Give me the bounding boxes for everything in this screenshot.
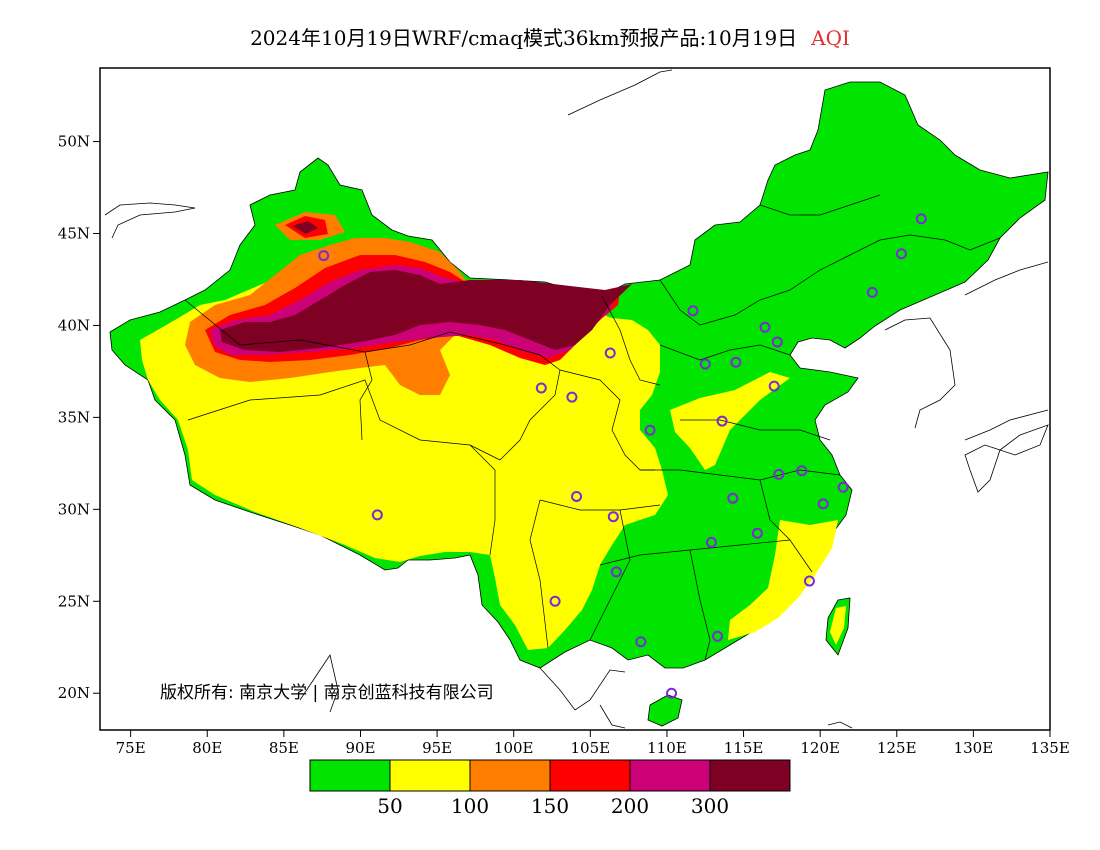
legend-swatch xyxy=(389,759,471,792)
legend-swatch xyxy=(709,759,791,792)
lon-tick-label: 130E xyxy=(954,739,994,757)
station-marker xyxy=(604,347,616,359)
aqi-region-hazardous-north xyxy=(292,221,318,234)
legend-label: 100 xyxy=(451,794,489,818)
station-marker xyxy=(699,358,711,370)
lat-tick-label: 30N xyxy=(58,500,90,518)
station-marker xyxy=(571,490,583,502)
legend-swatch xyxy=(629,759,711,792)
station-marker xyxy=(687,305,699,317)
lat-tick-label: 20N xyxy=(58,684,90,702)
station-marker xyxy=(895,248,907,260)
station-marker xyxy=(371,509,383,521)
lat-tick-label: 25N xyxy=(58,592,90,610)
station-marker xyxy=(666,687,678,699)
lon-tick-label: 120E xyxy=(800,739,840,757)
stations-layer xyxy=(318,213,927,699)
lon-tick-label: 90E xyxy=(345,739,375,757)
station-marker xyxy=(610,566,622,578)
map-layer xyxy=(104,69,1049,729)
title-variable: AQI xyxy=(811,26,850,50)
legend-label: 200 xyxy=(611,794,649,818)
station-marker xyxy=(837,481,849,493)
station-marker xyxy=(866,286,878,298)
station-marker xyxy=(705,536,717,548)
station-marker xyxy=(566,391,578,403)
legend-swatch xyxy=(549,759,631,792)
aqi-region-hazardous xyxy=(220,270,632,352)
station-marker xyxy=(771,336,783,348)
lon-tick-label: 100E xyxy=(494,739,534,757)
legend-swatch xyxy=(309,759,391,792)
station-marker xyxy=(716,415,728,427)
station-marker xyxy=(915,213,927,225)
lat-tick-label: 45N xyxy=(58,225,90,243)
station-marker xyxy=(712,630,723,642)
station-marker xyxy=(318,250,330,262)
lat-tick-label: 40N xyxy=(58,316,90,334)
station-marker xyxy=(768,380,780,392)
legend-label: 50 xyxy=(377,794,402,818)
title-text: 2024年10月19日WRF/cmaq模式36km预报产品:10月19日 xyxy=(250,26,798,50)
aqi-region-moderate-southeast xyxy=(728,520,838,640)
station-marker xyxy=(759,321,771,333)
aqi-region-moderate-east xyxy=(670,372,790,470)
lat-tick-label: 35N xyxy=(58,408,90,426)
station-marker xyxy=(773,468,785,480)
aqi-region-moderate-taiwan xyxy=(830,606,846,645)
lon-tick-label: 75E xyxy=(116,739,146,757)
station-marker xyxy=(644,424,656,436)
lon-tick-label: 115E xyxy=(724,739,764,757)
station-marker xyxy=(817,498,829,510)
legend-swatch xyxy=(469,759,551,792)
station-marker xyxy=(730,356,742,368)
lon-tick-label: 95E xyxy=(422,739,452,757)
lon-tick-label: 125E xyxy=(877,739,917,757)
latitude-axis: 50N 45N 40N 35N 30N 25N 20N xyxy=(58,133,100,702)
lon-tick-label: 110E xyxy=(647,739,687,757)
station-marker xyxy=(727,492,739,504)
copyright-label: 版权所有: 南京大学 | 南京创蓝科技有限公司 xyxy=(160,683,494,703)
lon-tick-label: 105E xyxy=(571,739,611,757)
station-marker xyxy=(549,595,561,607)
lon-tick-label: 80E xyxy=(192,739,222,757)
station-marker xyxy=(635,636,647,648)
legend-label: 150 xyxy=(531,794,569,818)
lat-tick-label: 50N xyxy=(58,133,90,151)
map-title: 2024年10月19日WRF/cmaq模式36km预报产品:10月19日 AQI xyxy=(0,22,1100,51)
lon-tick-label: 135E xyxy=(1030,739,1070,757)
aqi-legend: 50 100 150 200 300 xyxy=(309,759,791,818)
legend-label: 300 xyxy=(691,794,729,818)
lon-tick-label: 85E xyxy=(269,739,299,757)
station-marker xyxy=(607,511,619,523)
map-frame-border xyxy=(99,67,1051,731)
coastlines xyxy=(104,69,1049,729)
station-marker xyxy=(796,465,808,477)
province-boundaries xyxy=(184,194,1001,661)
station-marker xyxy=(803,575,815,587)
longitude-axis: 75E 80E 85E 90E 95E 100E 105E 110E 115E 120E 125E 1… xyxy=(116,730,1070,757)
station-marker xyxy=(535,382,547,394)
station-marker xyxy=(751,527,763,539)
